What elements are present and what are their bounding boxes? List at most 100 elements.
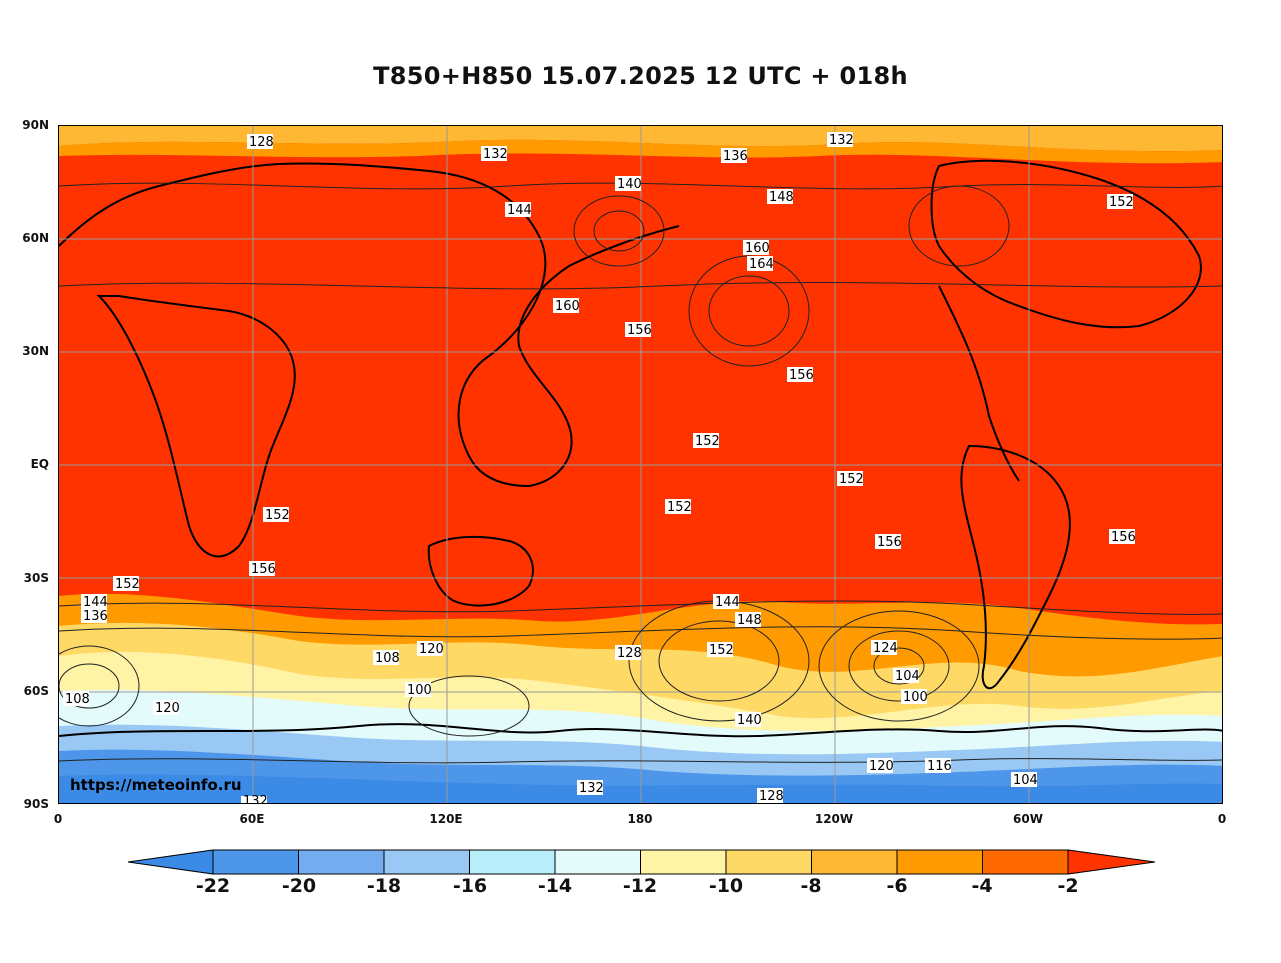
contour-label: 152 <box>693 433 720 449</box>
contour-label-text: 108 <box>65 692 90 707</box>
lat-tick-eq: EQ <box>30 457 49 471</box>
contour-label: 156 <box>787 367 814 383</box>
contour-label: 132 <box>481 146 508 162</box>
colorbar-left-arrow <box>128 849 214 875</box>
contour-label-text: 132 <box>579 781 604 796</box>
contour-label: 116 <box>925 758 952 774</box>
colorbar-label: -16 <box>452 875 488 897</box>
contour-label-text: 108 <box>375 651 400 666</box>
colorbar-label: -6 <box>886 875 908 897</box>
lat-tick-90s: 90S <box>23 797 49 811</box>
contour-label: 140 <box>735 712 762 728</box>
lon-tick-120e: 120E <box>429 812 463 826</box>
contour-label: 108 <box>373 650 400 666</box>
contour-label: 164 <box>747 256 774 272</box>
colorbar-cell <box>982 849 1069 875</box>
graticule <box>59 126 1222 803</box>
lon-tick-0-right: 0 <box>1217 812 1227 826</box>
temperature-colorbar <box>128 849 1155 875</box>
colorbar-cell <box>811 849 898 875</box>
contour-label-text: 100 <box>903 690 928 705</box>
colorbar-label: -18 <box>366 875 402 897</box>
contour-label-text: 152 <box>839 472 864 487</box>
contour-label: 144 <box>505 202 532 218</box>
contour-label: 152 <box>113 576 140 592</box>
contour-label: 148 <box>735 612 762 628</box>
contour-label-text: 128 <box>249 135 274 150</box>
lat-tick-90n: 90N <box>22 118 49 132</box>
map-title: T850+H850 15.07.2025 12 UTC + 018h <box>373 62 908 90</box>
contour-labels: 128 132 136 132 140 148 152 144 160 164 … <box>63 132 1136 804</box>
lon-tick-60e: 60E <box>239 812 265 826</box>
contour-label: 144 <box>81 594 108 610</box>
source-watermark: https://meteoinfo.ru <box>70 776 242 794</box>
contour-label: 156 <box>1109 529 1136 545</box>
colorbar-cell <box>298 849 385 875</box>
colorbar-label: -12 <box>622 875 658 897</box>
colorbar-label: -10 <box>708 875 744 897</box>
contour-label-text: 144 <box>507 203 532 218</box>
colorbar-label: -20 <box>281 875 317 897</box>
contour-label-text: 152 <box>695 434 720 449</box>
lon-tick-120w: 120W <box>814 812 854 826</box>
temperature-map: 128 132 136 132 140 148 152 144 160 164 … <box>59 126 1222 804</box>
colorbar-label: -22 <box>195 875 231 897</box>
contour-label-text: 140 <box>617 177 642 192</box>
contour-label-text: 156 <box>789 368 814 383</box>
contour-label: 152 <box>1107 194 1134 210</box>
contour-label: 104 <box>1011 772 1038 788</box>
contour-label-text: 120 <box>869 759 894 774</box>
lat-tick-30n: 30N <box>22 344 49 358</box>
contour-label: 144 <box>713 594 740 610</box>
contour-label: 156 <box>249 561 276 577</box>
contour-label-text: 136 <box>723 149 748 164</box>
contour-label: 108 <box>63 691 90 707</box>
colorbar-cell <box>640 849 727 875</box>
contour-label: 120 <box>417 641 444 657</box>
contour-label: 156 <box>625 322 652 338</box>
contour-label-text: 104 <box>1013 773 1038 788</box>
contour-label-text: 152 <box>709 643 734 658</box>
contour-label: 160 <box>743 240 770 256</box>
colorbar-cell <box>469 849 556 875</box>
contour-label-text: 152 <box>115 577 140 592</box>
contour-label: 148 <box>767 189 794 205</box>
colorbar-label: -2 <box>1057 875 1079 897</box>
contour-label-text: 124 <box>873 641 898 656</box>
contour-label-text: 148 <box>737 613 762 628</box>
contour-label-text: 152 <box>667 500 692 515</box>
contour-label-text: 156 <box>1111 530 1136 545</box>
contour-label-text: 156 <box>251 562 276 577</box>
contour-label-text: 132 <box>483 147 508 162</box>
contour-label: 152 <box>665 499 692 515</box>
lon-tick-60w: 60W <box>1013 812 1043 826</box>
contour-label: 124 <box>871 640 898 656</box>
contour-label: 160 <box>553 298 580 314</box>
contour-label-text: 104 <box>895 669 920 684</box>
contour-label: 100 <box>405 682 432 698</box>
lat-tick-60s: 60S <box>23 684 49 698</box>
contour-label-text: 128 <box>759 789 784 804</box>
contour-label: 132 <box>577 780 604 796</box>
contour-label-text: 140 <box>737 713 762 728</box>
contour-label-text: 116 <box>927 759 952 774</box>
colorbar-cell <box>212 849 299 875</box>
contour-label-text: 120 <box>419 642 444 657</box>
contour-label: 128 <box>615 645 642 661</box>
contour-label: 136 <box>81 608 108 624</box>
contour-label: 156 <box>875 534 902 550</box>
contour-label: 132 <box>827 132 854 148</box>
contour-label-text: 136 <box>83 609 108 624</box>
map-panel: 128 132 136 132 140 148 152 144 160 164 … <box>58 125 1223 804</box>
contour-label-text: 152 <box>1109 195 1134 210</box>
colorbar-cell <box>896 849 983 875</box>
colorbar-cell <box>725 849 812 875</box>
contour-label-text: 156 <box>627 323 652 338</box>
contour-label-text: 132 <box>829 133 854 148</box>
colorbar-label: -8 <box>800 875 822 897</box>
contour-label: 128 <box>757 788 784 804</box>
contour-label-text: 100 <box>407 683 432 698</box>
contour-label: 120 <box>153 700 180 716</box>
contour-label: 152 <box>263 507 290 523</box>
contour-label: 128 <box>247 134 274 150</box>
